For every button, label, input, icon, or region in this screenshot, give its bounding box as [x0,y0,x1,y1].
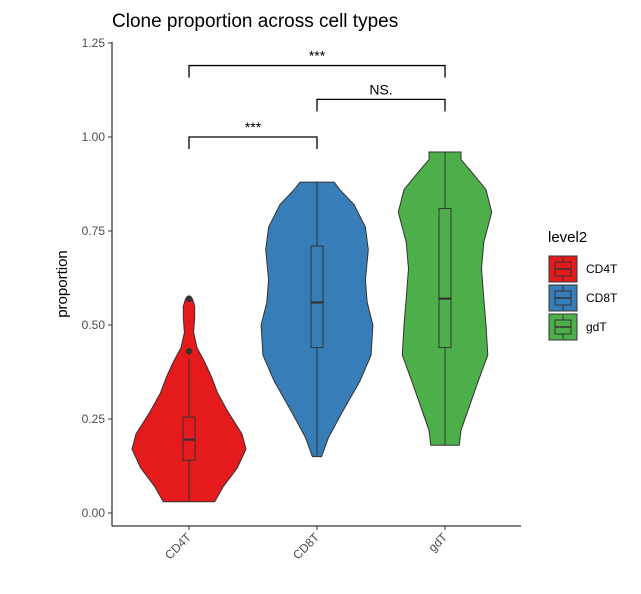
y-tick-label: 0.25 [82,412,106,426]
y-axis-label: proportion [54,250,71,318]
plot-area [131,151,493,503]
significance-label: *** [245,119,262,135]
x-tick-label: CD4T [162,530,195,563]
y-tick-label: 0.75 [82,224,106,238]
outlier-point-cd4t-0 [185,348,193,355]
legend: level2 CD4T CD8T gdT [548,229,618,341]
y-axis-ticks: 0.00 0.25 0.50 0.75 1.00 1.25 [82,36,112,520]
y-tick-label: 1.00 [82,130,106,144]
legend-label-gdt: gdT [586,320,607,334]
violin-cd8t [260,181,374,458]
y-tick-label: 0.50 [82,318,106,332]
legend-title: level2 [548,229,587,246]
significance-label: NS. [369,81,392,97]
legend-label-cd4t: CD4T [586,262,618,276]
significance-bracket [316,98,446,112]
y-tick-label: 1.25 [82,36,106,50]
y-tick-label: 0.00 [82,506,106,520]
significance-annotations: *** NS. *** [188,48,446,149]
legend-label-cd8t: CD8T [586,291,618,305]
significance-bracket [188,64,446,78]
x-axis-ticks: CD4T CD8T gdT [162,526,451,562]
outlier-point-cd4t-1 [185,295,193,302]
chart-title: Clone proportion across cell types [112,11,398,32]
x-tick-label: CD8T [290,530,323,563]
significance-label: *** [309,48,326,64]
box-gdt [438,207,452,349]
x-tick-label: gdT [426,530,451,555]
significance-bracket [188,136,318,149]
box-cd8t [310,245,324,349]
